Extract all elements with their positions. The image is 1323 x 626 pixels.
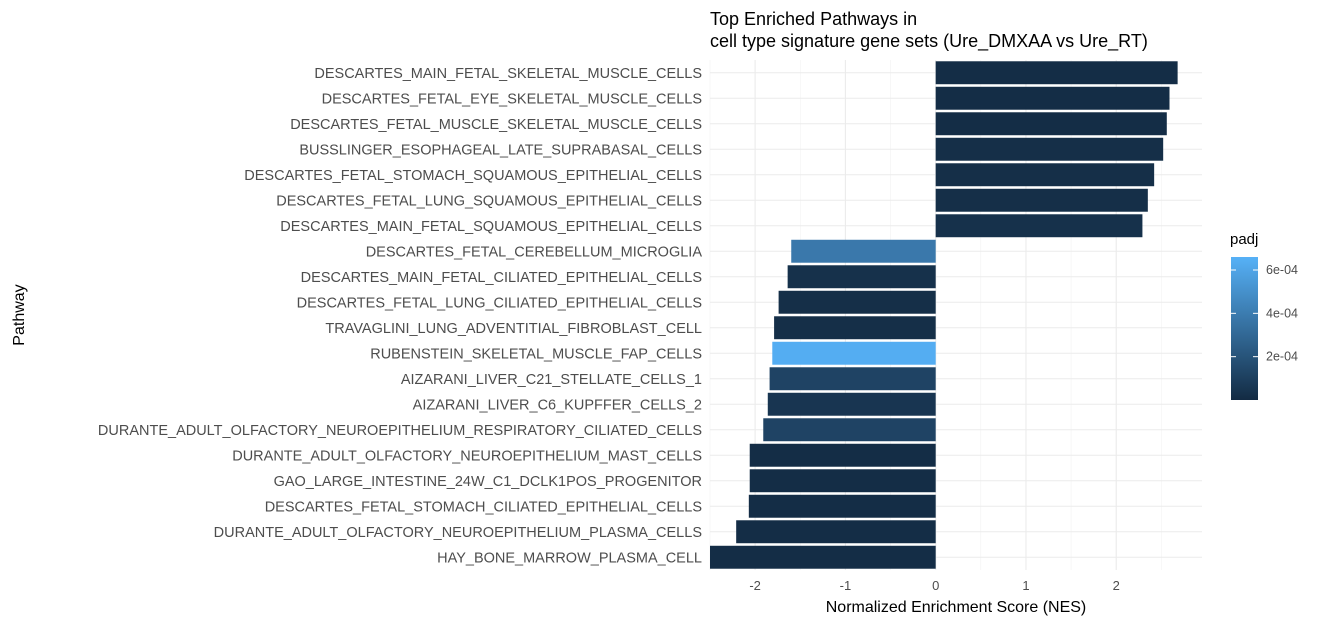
bar (772, 341, 936, 365)
category-label: DESCARTES_FETAL_STOMACH_CILIATED_EPITHEL… (265, 499, 702, 515)
x-tick-label: 0 (932, 578, 939, 593)
legend-tick-label: 4e-04 (1266, 306, 1298, 320)
bars (710, 61, 1178, 569)
legend-colorbar (1231, 257, 1258, 400)
legend-tick-label: 2e-04 (1266, 350, 1298, 364)
legend: padj 2e-04 4e-04 6e-04 (1230, 231, 1298, 400)
grid-lines (709, 60, 1202, 570)
plot-panel (710, 60, 1202, 570)
bar (769, 367, 936, 391)
bar (778, 290, 936, 314)
category-label: DESCARTES_FETAL_LUNG_SQUAMOUS_EPITHELIAL… (276, 193, 702, 209)
category-label: DESCARTES_MAIN_FETAL_SQUAMOUS_EPITHELIAL… (280, 219, 702, 235)
bar (935, 61, 1178, 85)
category-label: AIZARANI_LIVER_C6_KUPFFER_CELLS_2 (413, 397, 702, 413)
y-axis-title: Pathway (11, 284, 28, 345)
y-axis-labels: DESCARTES_MAIN_FETAL_SKELETAL_MUSCLE_CEL… (98, 66, 702, 567)
chart-title-line-2: cell type signature gene sets (Ure_DMXAA… (710, 31, 1148, 52)
bar (935, 188, 1148, 212)
category-label: DESCARTES_FETAL_STOMACH_SQUAMOUS_EPITHEL… (244, 168, 702, 184)
x-tick-label: -1 (840, 578, 852, 593)
category-label: TRAVAGLINI_LUNG_ADVENTITIAL_FIBROBLAST_C… (325, 321, 702, 337)
category-label: DESCARTES_MAIN_FETAL_SKELETAL_MUSCLE_CEL… (314, 66, 702, 82)
category-label: DURANTE_ADULT_OLFACTORY_NEUROEPITHELIUM_… (232, 448, 702, 464)
bar (787, 265, 936, 289)
bar (935, 214, 1143, 238)
x-tick-label: -2 (749, 578, 761, 593)
bar (935, 137, 1164, 161)
category-label: DESCARTES_FETAL_LUNG_CILIATED_EPITHELIAL… (297, 295, 702, 311)
category-label: DURANTE_ADULT_OLFACTORY_NEUROEPITHELIUM_… (98, 423, 702, 439)
legend-ticks: 2e-04 4e-04 6e-04 (1231, 263, 1298, 364)
category-label: DESCARTES_FETAL_EYE_SKELETAL_MUSCLE_CELL… (322, 91, 702, 107)
chart-title: Top Enriched Pathways in cell type signa… (710, 9, 1148, 52)
category-label: DURANTE_ADULT_OLFACTORY_NEUROEPITHELIUM_… (214, 525, 702, 541)
bar (767, 392, 936, 416)
bar (749, 443, 936, 467)
bar (763, 418, 936, 442)
x-axis-title: Normalized Enrichment Score (NES) (826, 599, 1087, 616)
x-tick-label: 2 (1113, 578, 1120, 593)
x-tick-label: 1 (1022, 578, 1029, 593)
legend-title: padj (1230, 231, 1258, 248)
category-label: DESCARTES_FETAL_CEREBELLUM_MICROGLIA (366, 244, 703, 260)
category-label: AIZARANI_LIVER_C21_STELLATE_CELLS_1 (401, 372, 702, 388)
bar (774, 316, 936, 340)
bar (710, 545, 936, 569)
category-label: GAO_LARGE_INTESTINE_24W_C1_DCLK1POS_PROG… (274, 474, 702, 490)
bar (935, 86, 1170, 110)
category-label: DESCARTES_MAIN_FETAL_CILIATED_EPITHELIAL… (301, 270, 702, 286)
bar (935, 163, 1155, 187)
category-label: BUSSLINGER_ESOPHAGEAL_LATE_SUPRABASAL_CE… (299, 142, 702, 158)
bar (748, 494, 936, 518)
category-label: RUBENSTEIN_SKELETAL_MUSCLE_FAP_CELLS (370, 346, 702, 362)
chart-title-line-1: Top Enriched Pathways in (710, 9, 917, 29)
bar (935, 112, 1167, 136)
x-axis-ticks: -2 -1 0 1 2 (749, 578, 1119, 593)
bar (736, 520, 936, 544)
bar (791, 239, 936, 263)
category-label: HAY_BONE_MARROW_PLASMA_CELL (437, 550, 702, 566)
category-label: DESCARTES_FETAL_MUSCLE_SKELETAL_MUSCLE_C… (290, 117, 702, 133)
legend-tick-label: 6e-04 (1266, 263, 1298, 277)
bar (749, 469, 936, 493)
